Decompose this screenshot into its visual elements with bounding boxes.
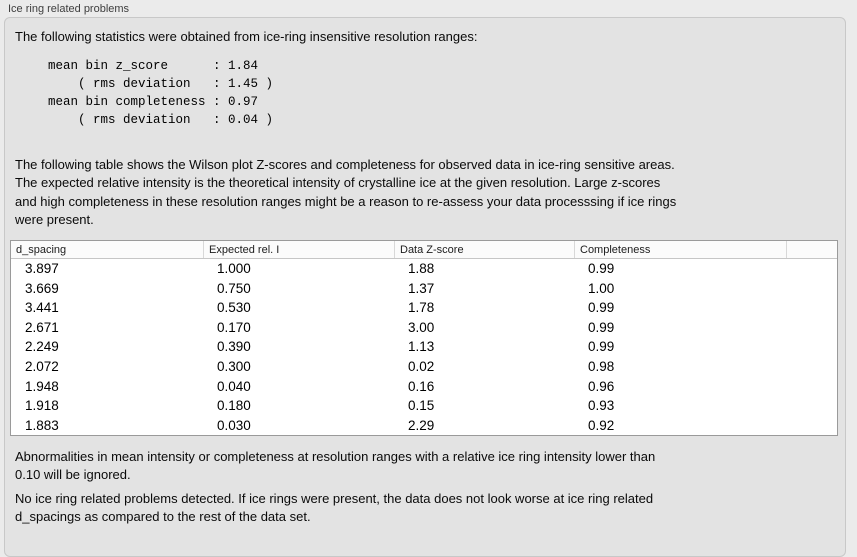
table-row[interactable]: 3.897 1.000 1.88 0.99: [11, 259, 837, 279]
table-cell: 3.897: [25, 261, 59, 276]
table-cell: 0.300: [217, 358, 251, 374]
table-row[interactable]: 1.883 0.030 2.29 0.92: [11, 416, 837, 436]
table-cell: [786, 259, 837, 279]
table-cell: 0.99: [588, 300, 615, 316]
column-header-data-z-score[interactable]: Data Z-score: [394, 241, 574, 258]
table-cell: 2.671: [25, 319, 59, 335]
table-row[interactable]: 2.249 0.390 1.13 0.99: [11, 337, 837, 357]
table-cell: 1.13: [408, 339, 435, 355]
table-cell: 0.96: [588, 378, 615, 394]
table-cell: 0.99: [588, 261, 615, 276]
table-cell: 1.78: [408, 300, 435, 316]
table-cell: 0.92: [588, 417, 615, 433]
table-cell: 0.93: [588, 398, 615, 414]
table-cell: 0.170: [217, 319, 251, 335]
table-cell: 0.15: [408, 398, 435, 414]
table-cell: 0.040: [217, 378, 251, 394]
table-cell: [786, 337, 837, 357]
ice-ring-panel-page: { "panel": { "title": "Ice ring related …: [4, 3, 846, 557]
table-cell: 1.000: [217, 261, 251, 276]
table-cell: 1.883: [25, 417, 59, 433]
table-cell: 0.030: [217, 417, 251, 433]
table-cell: [786, 416, 837, 436]
table-cell: [786, 396, 837, 416]
stats-block: mean bin z_score : 1.84 ( rms deviation …: [48, 59, 274, 127]
table-cell: 3.669: [25, 280, 59, 296]
table-cell: [786, 357, 837, 377]
column-header-empty: [786, 241, 837, 258]
intro-text: The following statistics were obtained f…: [15, 29, 478, 44]
table-cell: 2.072: [25, 358, 59, 374]
table-cell: 3.00: [408, 319, 435, 335]
table-cell: 0.98: [588, 358, 615, 374]
table-cell: 3.441: [25, 300, 59, 316]
panel-title: Ice ring related problems: [8, 3, 130, 15]
table-cell: 1.00: [588, 280, 615, 296]
table-cell: [786, 318, 837, 338]
table-cell: 1.88: [408, 261, 435, 276]
table-cell: [786, 377, 837, 397]
table-cell: 0.02: [408, 358, 435, 374]
table-row[interactable]: 1.948 0.040 0.16 0.96: [11, 377, 837, 397]
table-cell: 0.16: [408, 378, 435, 394]
table-cell: 1.918: [25, 398, 59, 414]
table-cell: 0.530: [217, 300, 251, 316]
table-cell: 0.99: [588, 319, 615, 335]
conclusion-text: No ice ring related problems detected. I…: [15, 491, 654, 525]
table-cell: 1.948: [25, 378, 59, 394]
footnote-text: Abnormalities in mean intensity or compl…: [15, 449, 656, 483]
table-cell: 0.99: [588, 339, 615, 355]
table-row[interactable]: 1.918 0.180 0.15 0.93: [11, 396, 837, 416]
table-row[interactable]: 3.441 0.530 1.78 0.99: [11, 298, 837, 318]
table-cell: 0.180: [217, 398, 251, 414]
column-header-completeness[interactable]: Completeness: [574, 241, 786, 258]
table-cell: [786, 279, 837, 299]
column-header-expected-rel-i[interactable]: Expected rel. I: [203, 241, 394, 258]
table-header-row: d_spacing Expected rel. I Data Z-score C…: [11, 241, 837, 259]
table-row[interactable]: 2.671 0.170 3.00 0.99: [11, 318, 837, 338]
table-body: 3.897 1.000 1.88 0.99 3.669 0.750 1.37 1.00 3.44…: [11, 259, 837, 435]
table-cell: [786, 298, 837, 318]
table-cell: 1.37: [408, 280, 435, 296]
table-row[interactable]: 3.669 0.750 1.37 1.00: [11, 279, 837, 299]
table-row[interactable]: 2.072 0.300 0.02 0.98: [11, 357, 837, 377]
table-cell: 0.750: [217, 280, 251, 296]
table-cell: 2.249: [25, 339, 59, 355]
column-header-d-spacing[interactable]: d_spacing: [16, 244, 67, 256]
table-cell: 0.390: [217, 339, 251, 355]
description-text: The following table shows the Wilson plo…: [15, 157, 677, 227]
table-cell: 2.29: [408, 417, 435, 433]
ice-ring-table: d_spacing Expected rel. I Data Z-score C…: [10, 240, 838, 437]
